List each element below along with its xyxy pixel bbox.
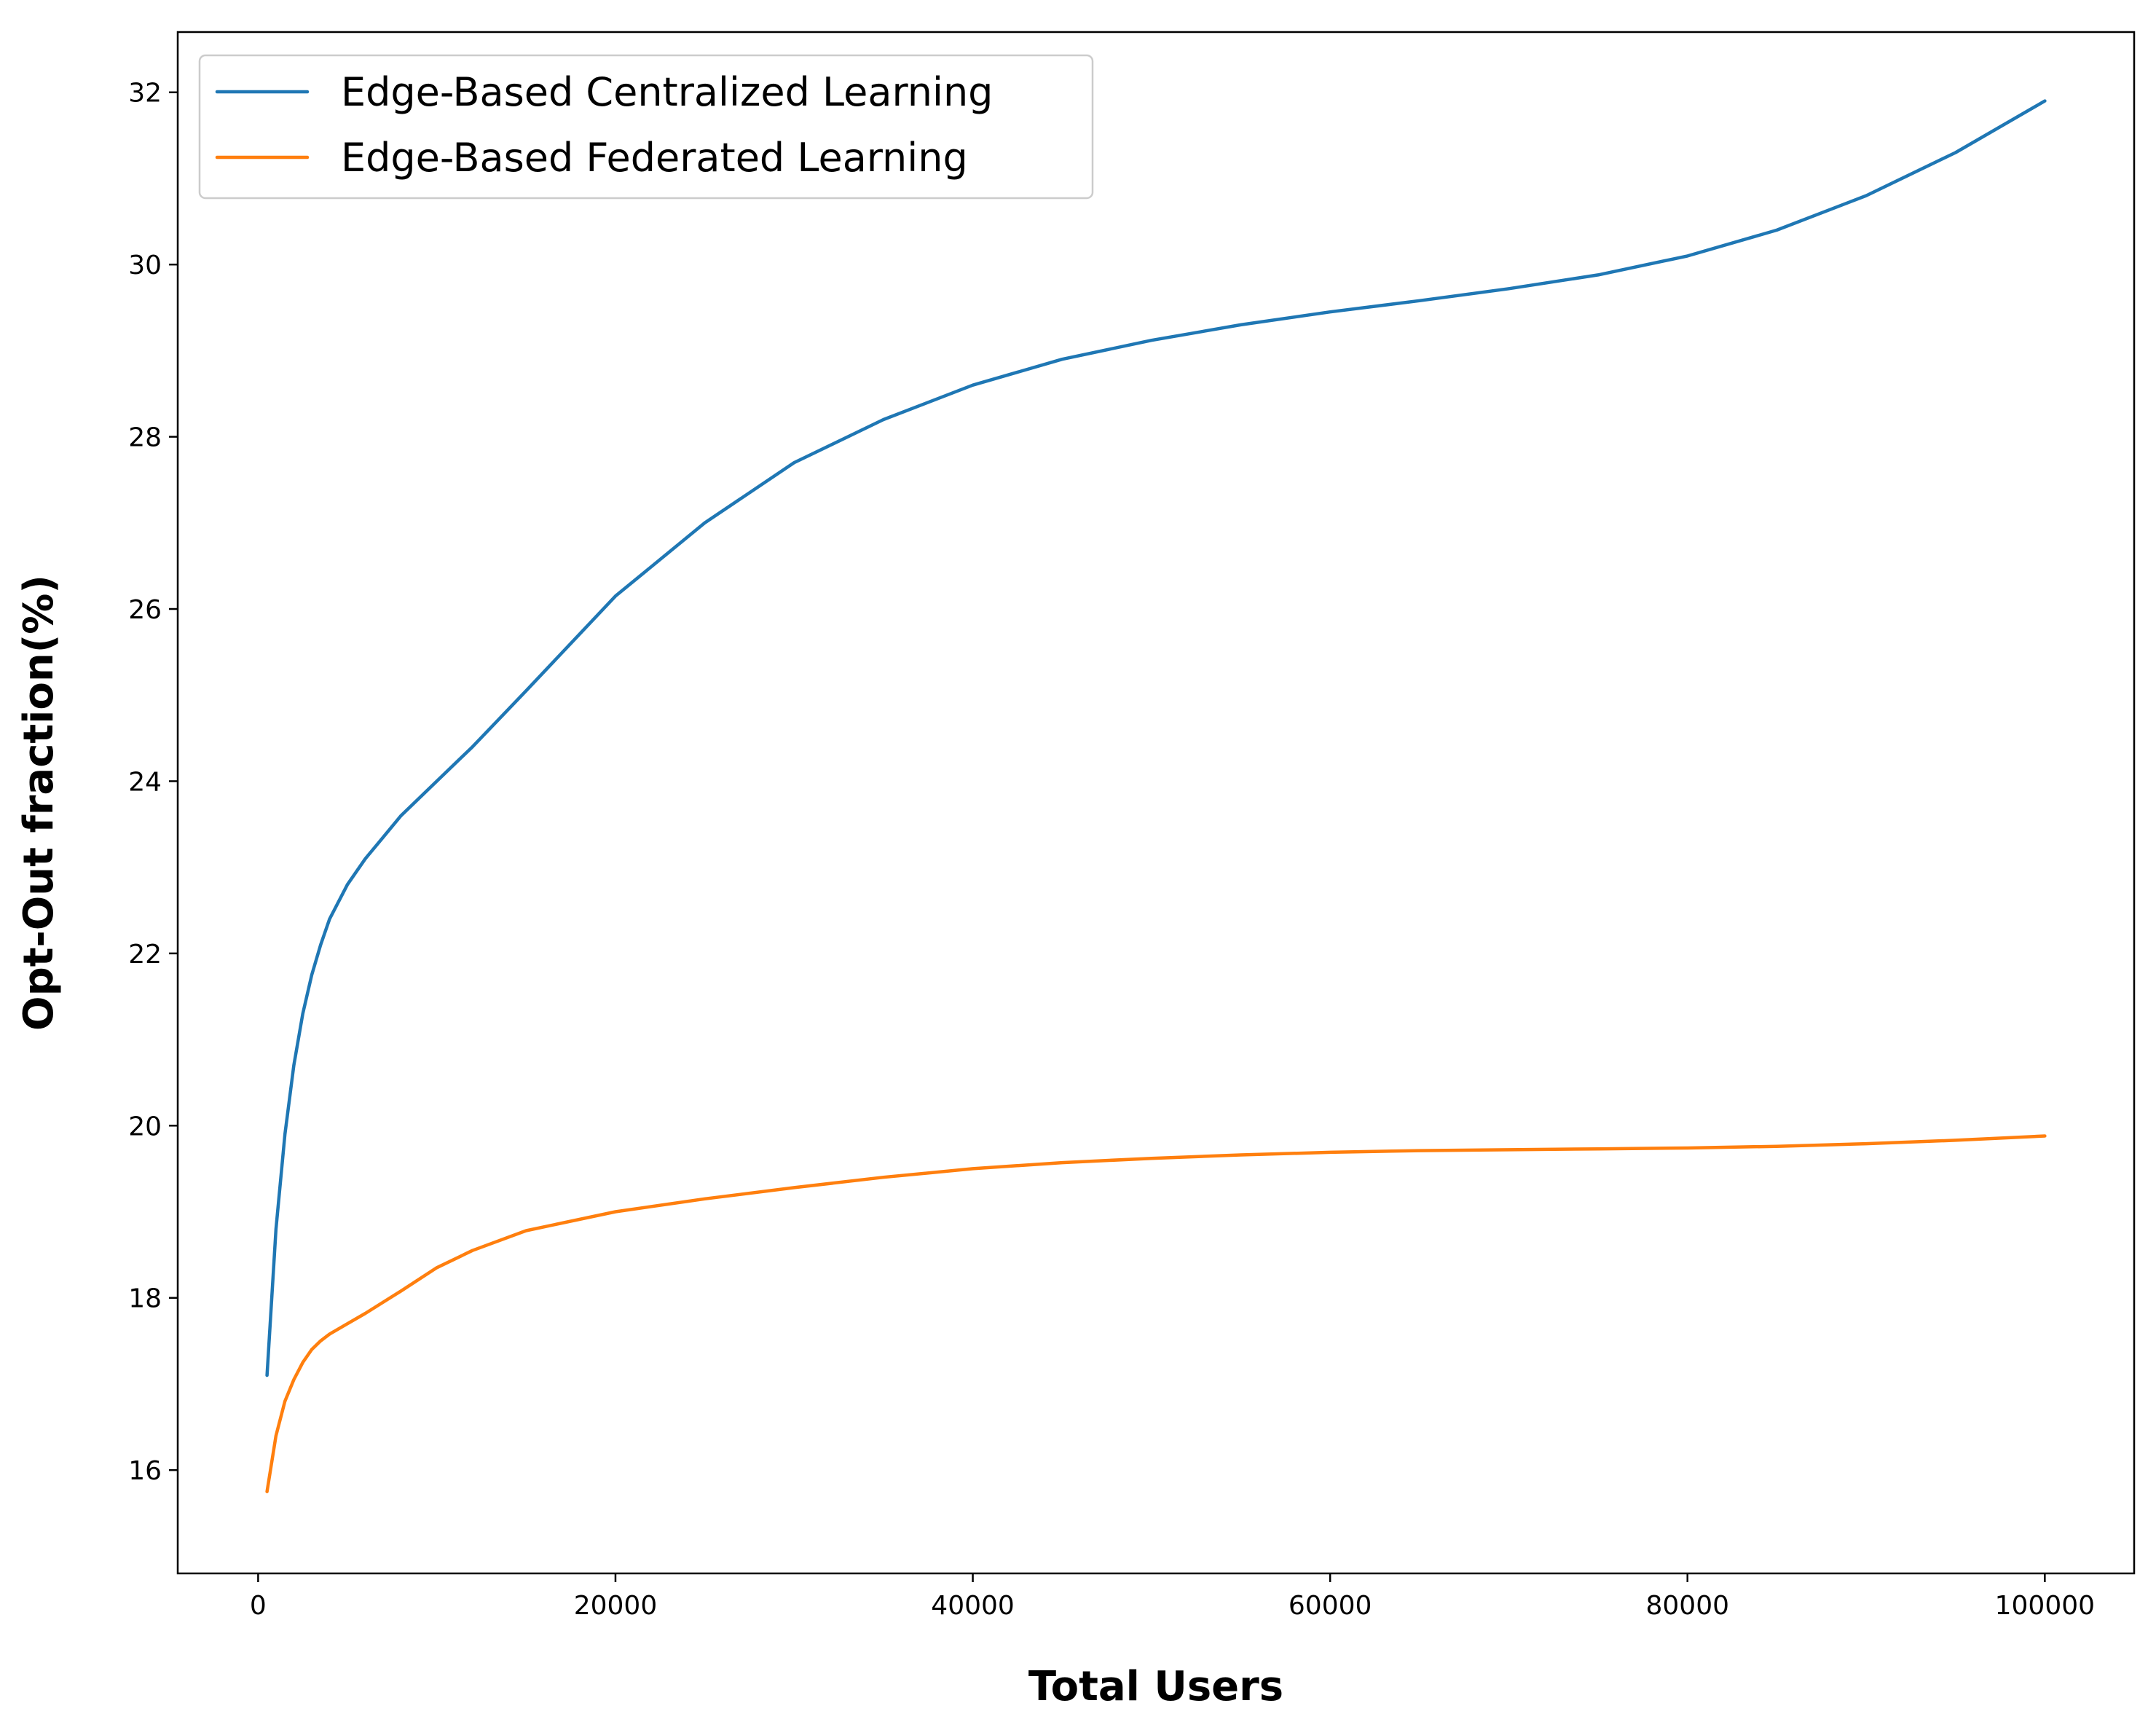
y-tick-label: 18 bbox=[128, 1284, 162, 1314]
y-tick-label: 16 bbox=[128, 1456, 162, 1486]
y-tick-label: 28 bbox=[128, 423, 162, 453]
x-tick-label: 60000 bbox=[1289, 1591, 1372, 1621]
x-tick-label: 40000 bbox=[931, 1591, 1015, 1621]
y-tick-label: 30 bbox=[128, 251, 162, 280]
series-line-1 bbox=[265, 1134, 2047, 1493]
y-tick-label: 32 bbox=[128, 79, 162, 109]
x-tick-label: 20000 bbox=[574, 1591, 658, 1621]
y-tick-label: 20 bbox=[128, 1112, 162, 1141]
y-tick-label: 22 bbox=[128, 940, 162, 970]
series-line-0 bbox=[265, 99, 2047, 1377]
y-tick-label: 24 bbox=[128, 767, 162, 797]
x-tick-label: 100000 bbox=[1995, 1591, 2095, 1621]
plot-area bbox=[176, 31, 2136, 1575]
legend-label-federated: Edge-Based Federated Learning bbox=[341, 135, 968, 181]
x-axis: 0 20000 40000 60000 80000 100000 bbox=[250, 1573, 2095, 1621]
y-tick-label: 26 bbox=[128, 595, 162, 625]
x-axis-title: Total Users bbox=[1028, 1663, 1283, 1710]
legend-label-centralized: Edge-Based Centralized Learning bbox=[341, 69, 993, 115]
legend: Edge-Based Centralized Learning Edge-Bas… bbox=[198, 54, 1094, 200]
x-tick-label: 0 bbox=[250, 1591, 267, 1621]
series-lines bbox=[265, 99, 2047, 1493]
legend-box bbox=[198, 54, 1094, 200]
x-tick-label: 80000 bbox=[1645, 1591, 1729, 1621]
y-axis: 16 18 20 22 24 26 28 30 32 bbox=[128, 79, 178, 1486]
y-axis-title: Opt-Out fraction(%) bbox=[15, 575, 63, 1031]
